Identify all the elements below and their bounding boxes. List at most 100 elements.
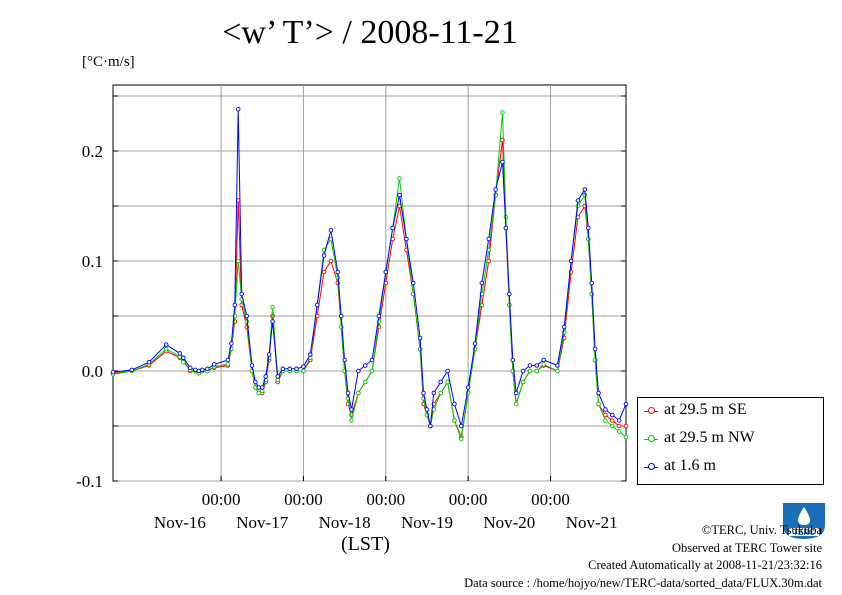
x-axis-label: (LST) (341, 533, 390, 555)
legend-item-nw: at 29.5 m NW (638, 428, 823, 450)
series-point-2 (383, 269, 389, 275)
credits-block: ©TERC, Univ. Tsukuba Observed at TERC To… (464, 522, 822, 592)
series-point-0 (321, 269, 327, 275)
series-point-1 (616, 429, 622, 434)
series-point-2 (582, 187, 588, 192)
series-point-0 (623, 423, 629, 429)
series-point-1 (225, 362, 231, 367)
series-point-2 (596, 390, 601, 396)
series-point-2 (294, 366, 299, 372)
series-point-2 (503, 225, 509, 231)
series-point-2 (397, 192, 402, 198)
series-point-1 (256, 390, 262, 396)
series-point-2 (187, 365, 193, 370)
series-point-2 (417, 335, 423, 341)
series-point-1 (270, 304, 275, 310)
series-point-2 (321, 253, 327, 258)
series-point-2 (510, 357, 516, 363)
series-point-1 (369, 368, 375, 374)
series-point-2 (561, 324, 567, 330)
series-point-2 (592, 346, 598, 352)
chart-legend: at 29.5 m SE at 29.5 m NW at 1.6 m (637, 397, 824, 485)
series-point-1 (362, 379, 368, 385)
series-point-1 (589, 291, 594, 297)
x-day-label: Nov-17 (236, 513, 288, 532)
y-tick-label: 0.1 (82, 252, 103, 271)
legend-marker-nw (648, 435, 655, 442)
series-point-2 (493, 187, 498, 192)
y-tick-label: 0.2 (82, 142, 103, 161)
x-tick-label: 00:00 (202, 490, 241, 509)
series-point-1 (417, 346, 423, 352)
series-point-2 (568, 258, 574, 264)
series-point-2 (314, 302, 320, 308)
series-point-2 (479, 280, 485, 286)
legend-marker-se (648, 407, 655, 414)
series-line-2 (112, 109, 627, 427)
series-point-2 (253, 379, 258, 385)
x-tick-label: 00:00 (531, 490, 570, 509)
credit-copyright: ©TERC, Univ. Tsukuba (701, 523, 822, 537)
series-point-2 (472, 341, 478, 346)
series-point-2 (507, 291, 512, 297)
series-point-2 (225, 357, 231, 363)
series-point-1 (503, 214, 509, 220)
series-point-2 (280, 366, 286, 372)
series-point-2 (603, 407, 608, 412)
series-point-2 (244, 313, 250, 319)
series-point-1 (596, 401, 601, 407)
series-point-2 (431, 390, 437, 396)
series-line-0 (112, 139, 626, 439)
series-point-2 (266, 352, 272, 357)
y-tick-label: 0.0 (82, 362, 103, 381)
series-point-2 (287, 366, 292, 372)
series-point-2 (328, 227, 334, 233)
plot-frame (112, 84, 627, 482)
series-point-1 (301, 368, 306, 374)
series-point-2 (362, 363, 368, 368)
series-point-2 (345, 390, 351, 396)
x-day-label: Nov-19 (401, 513, 453, 532)
series-point-2 (275, 374, 280, 379)
legend-label-se: at 29.5 m SE (664, 401, 747, 418)
series-line-1 (112, 112, 627, 440)
series-point-2 (459, 423, 464, 429)
x-day-label: Nov-18 (319, 513, 371, 532)
series-point-2 (205, 366, 210, 372)
series-point-2 (500, 159, 505, 165)
series-point-2 (534, 363, 540, 368)
series-point-2 (263, 374, 268, 379)
series-point-1 (520, 379, 526, 385)
series-point-1 (555, 368, 560, 374)
series-point-2 (610, 412, 615, 418)
series-point-2 (376, 313, 382, 319)
series-point-2 (181, 355, 186, 361)
series-point-2 (404, 236, 409, 242)
series-point-2 (452, 401, 457, 407)
x-tick-label: 00:00 (284, 490, 323, 509)
series-point-2 (308, 352, 313, 357)
series-point-0 (616, 423, 622, 429)
series-point-0 (610, 418, 615, 423)
svg-text:TERC: TERC (793, 528, 815, 537)
series-point-1 (163, 346, 169, 352)
series-point-2 (163, 342, 169, 347)
series-point-2 (232, 302, 238, 308)
y-tick-label: -0.1 (76, 472, 103, 491)
series-point-1 (513, 401, 519, 407)
series-point-1 (181, 359, 186, 365)
series-point-2 (421, 390, 426, 396)
series-point-2 (239, 291, 244, 297)
series-point-2 (235, 106, 241, 112)
series-point-2 (527, 363, 533, 368)
series-point-2 (110, 369, 116, 375)
series-point-2 (199, 367, 205, 373)
series-point-1 (610, 423, 615, 429)
series-point-2 (428, 423, 433, 429)
series-point-1 (235, 258, 241, 264)
x-tick-label: 00:00 (449, 490, 488, 509)
series-point-2 (541, 357, 546, 363)
series-point-2 (411, 280, 416, 286)
series-point-1 (527, 368, 533, 374)
